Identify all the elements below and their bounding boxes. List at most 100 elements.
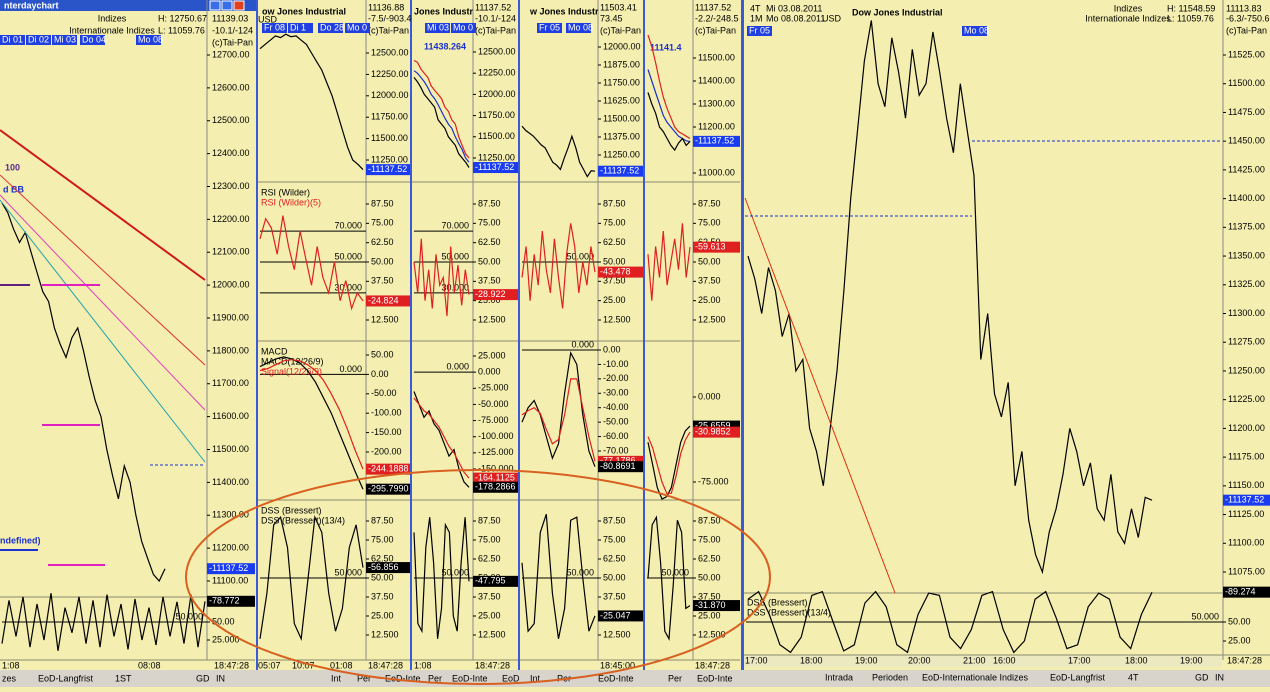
current-value-box bbox=[1223, 586, 1270, 598]
y-tick-label: 50.00 bbox=[371, 572, 394, 582]
y-tick-label: 37.50 bbox=[478, 276, 501, 286]
y-tick-label: 12.500 bbox=[603, 314, 631, 324]
current-value-label: -78.772 bbox=[209, 596, 240, 606]
tab[interactable]: Per bbox=[668, 673, 682, 683]
current-value-label: -28.922 bbox=[475, 289, 506, 299]
date-box bbox=[136, 35, 161, 45]
time-label: 1:08 bbox=[414, 660, 432, 670]
close-button[interactable] bbox=[233, 0, 245, 11]
current-value-label: -80.8691 bbox=[600, 461, 636, 471]
y-tick-label: 50.00 bbox=[603, 256, 626, 266]
tab[interactable]: Perioden bbox=[872, 672, 908, 682]
y-tick-label: 87.50 bbox=[371, 515, 394, 525]
current-value-box bbox=[598, 461, 643, 473]
y-tick-label: 12.500 bbox=[371, 629, 399, 639]
tab[interactable]: IN bbox=[1215, 672, 1224, 682]
y-tick-label: 11700.00 bbox=[212, 378, 249, 388]
level-label: 50.000 bbox=[661, 567, 689, 577]
y-tick-label: 12.500 bbox=[603, 629, 631, 639]
y-tick-label: -20.00 bbox=[603, 373, 629, 383]
header-text: Jones Industr bbox=[414, 6, 474, 16]
series-line bbox=[259, 514, 364, 642]
y-tick-label: 11400.00 bbox=[212, 477, 249, 487]
current-value-label: -47.795 bbox=[475, 576, 506, 586]
series-line bbox=[1, 593, 206, 651]
header-text: H: 11548.59 bbox=[1167, 3, 1215, 13]
header-text: 11113.83 bbox=[1226, 3, 1262, 13]
y-tick-label: 37.50 bbox=[698, 276, 721, 286]
date-box bbox=[80, 35, 105, 45]
header-text: Mo 08.08.2011 bbox=[766, 13, 825, 23]
y-tick-label: 62.50 bbox=[371, 237, 394, 247]
current-value-label: -59.613 bbox=[695, 242, 726, 252]
y-tick-label: 11625.00 bbox=[603, 95, 640, 105]
y-tick-label: 11600.00 bbox=[212, 411, 249, 421]
level-label: 50.000 bbox=[175, 611, 203, 621]
date-label: Mo 08 bbox=[138, 34, 163, 44]
date-label: Di 1 bbox=[290, 22, 306, 32]
tab[interactable]: GD bbox=[196, 673, 210, 683]
indicator-title: RSI (Wilder)(5) bbox=[261, 197, 321, 207]
header-text: 11503.41 bbox=[600, 2, 637, 12]
tab[interactable]: EoD-Internationale Indizes bbox=[922, 672, 1029, 682]
series-line bbox=[413, 238, 470, 317]
y-tick-label: -200.00 bbox=[371, 446, 402, 456]
maximize-button[interactable] bbox=[221, 0, 233, 11]
series-line bbox=[413, 77, 470, 168]
y-tick-label: 50.00 bbox=[1228, 616, 1251, 626]
series-line bbox=[521, 514, 596, 639]
current-value-label: -31.870 bbox=[695, 600, 726, 610]
y-tick-label: 11475.00 bbox=[1228, 107, 1265, 117]
tab[interactable]: EoD-Inte bbox=[452, 673, 488, 683]
minimize-button[interactable] bbox=[209, 0, 221, 11]
y-tick-label: -100.000 bbox=[478, 431, 514, 441]
time-label: 19:00 bbox=[855, 655, 878, 665]
tab[interactable]: EoD bbox=[502, 673, 520, 683]
tab[interactable]: zes bbox=[2, 673, 17, 683]
level-label: 30.000 bbox=[334, 282, 362, 292]
current-value-label: -11137.52 bbox=[368, 164, 407, 174]
level-label: 0.000 bbox=[571, 339, 594, 349]
y-tick-label: 11300.00 bbox=[1228, 308, 1265, 318]
series-line bbox=[413, 397, 470, 479]
y-tick-label: 11175.00 bbox=[1228, 451, 1264, 461]
y-tick-label: 75.00 bbox=[603, 218, 626, 228]
tab[interactable]: EoD-Inte bbox=[697, 673, 733, 683]
date-label: Do 04 bbox=[82, 34, 106, 44]
y-tick-label: 11875.00 bbox=[603, 59, 640, 69]
y-tick-label: 11500.00 bbox=[371, 133, 408, 143]
tab[interactable]: EoD-Inte bbox=[598, 673, 634, 683]
tab[interactable]: Intrada bbox=[825, 672, 853, 682]
y-tick-label: -25.000 bbox=[478, 383, 509, 393]
tab[interactable]: 1ST bbox=[115, 673, 132, 683]
date-label: Mi 03 bbox=[54, 34, 76, 44]
tab[interactable]: EoD-Langfrist bbox=[1050, 672, 1106, 682]
y-tick-label: 11275.00 bbox=[1228, 337, 1265, 347]
y-tick-label: 0.000 bbox=[698, 391, 721, 401]
tab[interactable]: Per bbox=[357, 673, 371, 683]
series-line bbox=[413, 70, 470, 163]
y-tick-label: -150.000 bbox=[478, 463, 514, 473]
tab[interactable]: IN bbox=[216, 673, 225, 683]
tab[interactable]: 4T bbox=[1128, 672, 1139, 682]
y-tick-label: 11425.00 bbox=[1228, 164, 1265, 174]
tab[interactable]: Per bbox=[428, 673, 442, 683]
y-tick-label: 11200.00 bbox=[212, 543, 249, 553]
date-box bbox=[566, 23, 591, 33]
y-tick-label: 75.00 bbox=[478, 534, 501, 544]
current-value-box bbox=[693, 135, 740, 147]
current-value-label: -11137.52 bbox=[1225, 495, 1264, 505]
header-text: H: 12750.67 bbox=[158, 13, 207, 23]
date-label: Di 01 bbox=[2, 34, 23, 44]
y-tick-label: 75.00 bbox=[478, 218, 501, 228]
y-tick-label: 11100.00 bbox=[212, 575, 248, 585]
y-tick-label: 75.00 bbox=[698, 534, 721, 544]
tab[interactable]: Int bbox=[530, 673, 541, 683]
tab[interactable]: GD bbox=[1195, 672, 1209, 682]
y-tick-label: 50.00 bbox=[698, 256, 721, 266]
y-tick-label: 11075.00 bbox=[1228, 566, 1265, 576]
tab[interactable]: Int bbox=[331, 673, 342, 683]
tab[interactable]: EoD-Inte bbox=[385, 673, 421, 683]
tab[interactable]: EoD-Langfrist bbox=[38, 673, 94, 683]
y-tick-label: 87.50 bbox=[478, 515, 501, 525]
